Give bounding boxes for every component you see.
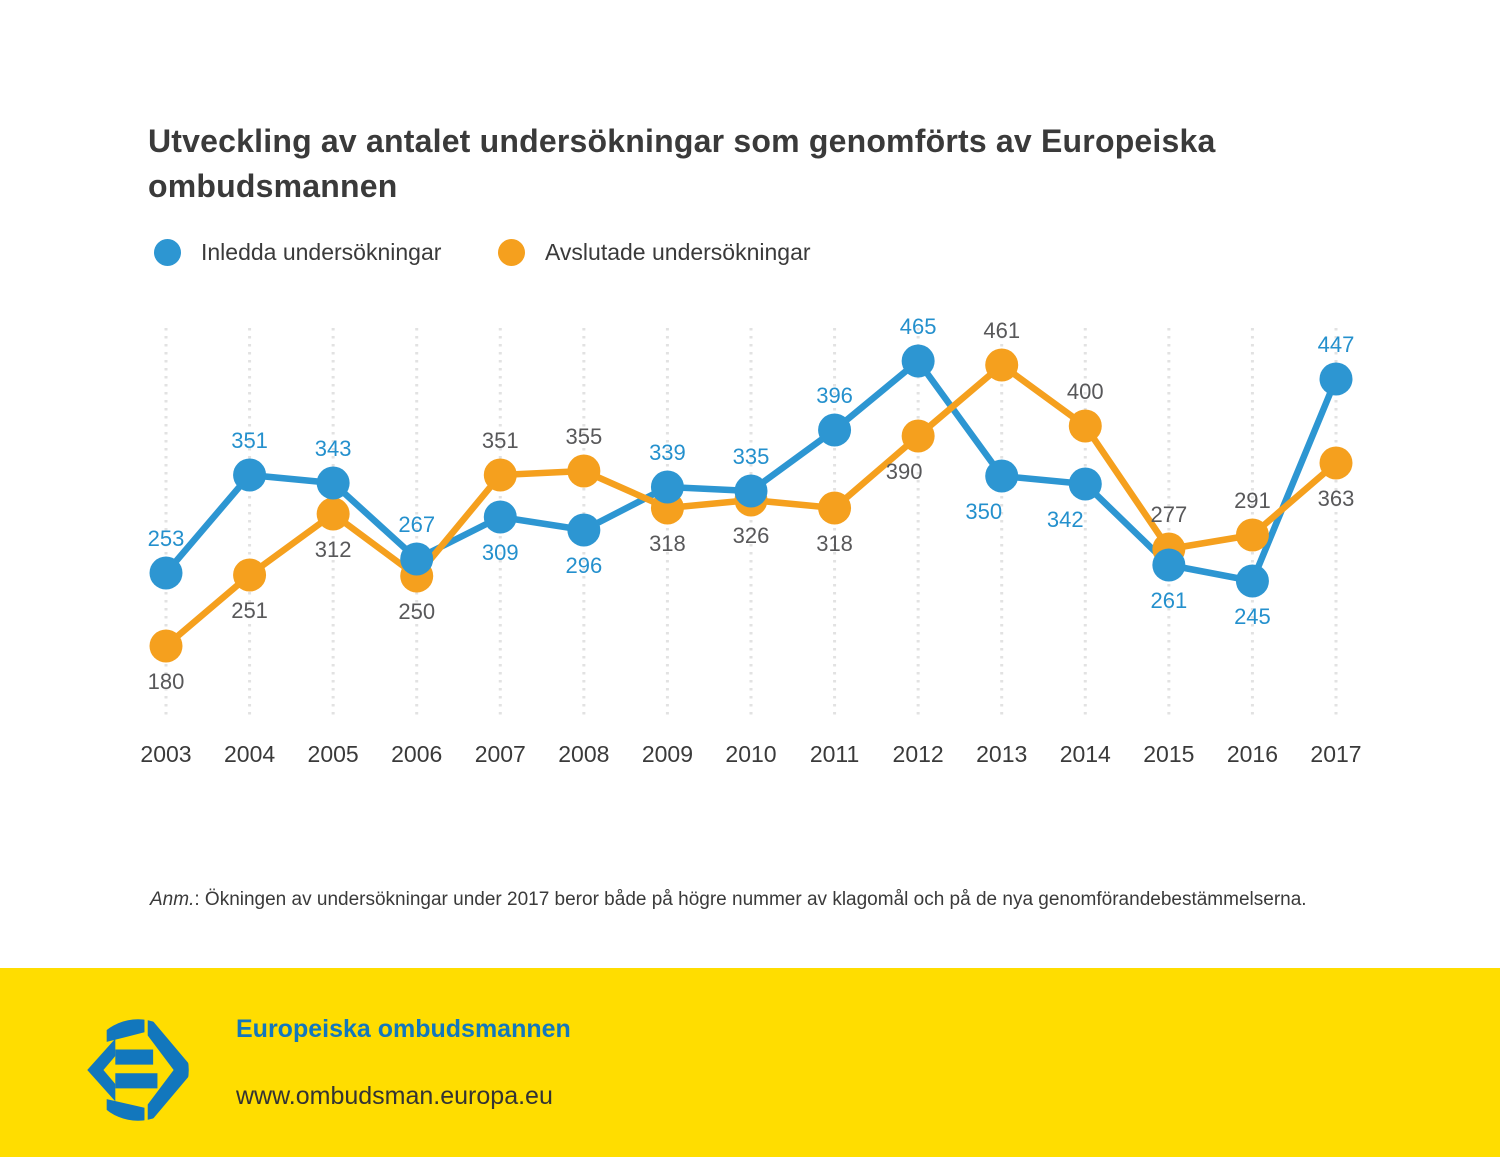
european-ombudsman-logo <box>87 1019 189 1121</box>
data-point-label-avslutade: 312 <box>315 537 352 562</box>
x-axis-tick-label: 2014 <box>1060 741 1111 767</box>
logo-right-arrow <box>147 1019 189 1121</box>
legend-item-inledda: Inledda undersökningar <box>154 238 441 266</box>
data-point-label-avslutade: 318 <box>816 531 853 556</box>
note-text: : Ökningen av undersökningar under 2017 … <box>194 889 1307 910</box>
data-point-inledda <box>1319 362 1353 396</box>
chart-note: Anm.: Ökningen av undersökningar under 2… <box>150 889 1400 911</box>
data-point-avslutade <box>818 491 852 525</box>
data-point-label-avslutade: 277 <box>1150 502 1187 527</box>
chart-legend: Inledda undersökningar Avslutade undersö… <box>0 238 1500 268</box>
data-point-avslutade <box>1235 518 1269 552</box>
legend-label-inledda: Inledda undersökningar <box>201 238 442 265</box>
logo-bottom-bar <box>106 1099 145 1121</box>
data-point-label-avslutade: 180 <box>148 669 185 694</box>
data-point-avslutade <box>985 348 1019 382</box>
x-axis-tick-label: 2017 <box>1310 741 1361 767</box>
data-point-label-inledda: 343 <box>315 436 352 461</box>
data-point-label-inledda: 447 <box>1318 332 1355 357</box>
logo-mid-bar-2 <box>115 1073 158 1089</box>
data-point-label-avslutade: 390 <box>886 459 923 484</box>
data-point-avslutade <box>1319 446 1353 480</box>
data-point-avslutade <box>1068 409 1102 443</box>
data-point-label-inledda: 465 <box>900 314 937 339</box>
footer-org-name: Europeiska ombudsmannen <box>236 1015 571 1043</box>
data-point-label-avslutade: 363 <box>1318 486 1355 511</box>
data-point-label-avslutade: 326 <box>733 523 770 548</box>
data-point-avslutade <box>567 454 601 488</box>
data-point-avslutade <box>901 419 935 453</box>
data-point-inledda <box>233 458 267 492</box>
footer-band <box>0 968 1500 1157</box>
x-axis-tick-label: 2015 <box>1143 741 1194 767</box>
line-chart: 2003 2004 2005 2006 2007 2008 2009 2010 2011 2012… <box>140 314 1361 767</box>
legend-dot-orange-icon <box>498 238 525 266</box>
x-axis-tick-label: 2009 <box>642 741 693 767</box>
data-point-label-inledda: 350 <box>965 499 1002 524</box>
data-point-avslutade <box>483 458 517 492</box>
data-point-label-avslutade: 355 <box>565 424 602 449</box>
legend-item-avslutade: Avslutade undersökningar <box>498 238 811 266</box>
x-axis-tick-label: 2006 <box>391 741 442 767</box>
data-point-inledda <box>818 413 852 447</box>
x-axis-tick-label: 2012 <box>893 741 944 767</box>
data-point-label-avslutade: 318 <box>649 531 686 556</box>
x-axis-tick-label: 2013 <box>976 741 1027 767</box>
data-point-inledda <box>483 500 517 534</box>
footer-url: www.ombudsman.europa.eu <box>236 1082 553 1110</box>
data-point-inledda <box>316 466 350 500</box>
data-point-label-inledda: 253 <box>148 526 185 551</box>
x-axis-tick-label: 2004 <box>224 741 275 767</box>
x-axis-tick-label: 2010 <box>725 741 776 767</box>
legend-dot-blue-icon <box>154 238 181 266</box>
page-title: Utveckling av antalet undersökningar som… <box>148 123 1216 205</box>
x-axis-tick-label: 2016 <box>1227 741 1278 767</box>
data-point-avslutade <box>149 629 183 663</box>
data-point-inledda <box>734 474 768 508</box>
data-point-label-inledda: 261 <box>1150 588 1187 613</box>
x-axis-tick-label: 2011 <box>810 741 859 767</box>
data-point-label-inledda: 245 <box>1234 604 1271 629</box>
logo-mid-bar-1 <box>115 1049 154 1065</box>
data-point-inledda <box>650 470 684 504</box>
data-point-label-inledda: 342 <box>1047 507 1084 532</box>
x-axis-tick-label: 2005 <box>308 741 359 767</box>
data-point-label-inledda: 339 <box>649 440 686 465</box>
note-prefix: Anm. <box>150 889 195 910</box>
data-point-label-avslutade: 351 <box>482 428 519 453</box>
x-axis-tick-label: 2007 <box>475 741 526 767</box>
legend-label-avslutade: Avslutade undersökningar <box>545 238 811 265</box>
data-point-inledda <box>149 556 183 590</box>
data-point-inledda <box>1235 564 1269 598</box>
data-point-label-avslutade: 251 <box>231 598 268 623</box>
data-point-avslutade <box>316 497 350 531</box>
data-point-label-inledda: 335 <box>733 444 770 469</box>
data-point-label-avslutade: 461 <box>983 318 1020 343</box>
data-point-label-inledda: 296 <box>565 553 602 578</box>
data-point-label-avslutade: 400 <box>1067 379 1104 404</box>
data-point-label-avslutade: 250 <box>398 599 435 624</box>
data-point-inledda <box>1068 467 1102 501</box>
logo-left-chevron <box>87 1038 116 1102</box>
data-point-label-avslutade: 291 <box>1234 488 1271 513</box>
x-axis-tick-label: 2008 <box>558 741 609 767</box>
data-point-label-inledda: 396 <box>816 383 853 408</box>
data-point-inledda <box>901 344 935 378</box>
data-point-label-inledda: 267 <box>398 512 435 537</box>
data-point-avslutade <box>233 558 267 592</box>
data-point-inledda <box>1152 548 1186 582</box>
logo-top-bar <box>106 1019 145 1042</box>
x-axis-tick-label: 2003 <box>140 741 191 767</box>
data-point-inledda <box>567 513 601 547</box>
data-point-label-inledda: 351 <box>231 428 268 453</box>
data-point-label-inledda: 309 <box>482 540 519 565</box>
data-point-inledda <box>985 459 1019 493</box>
data-point-inledda <box>400 542 434 576</box>
